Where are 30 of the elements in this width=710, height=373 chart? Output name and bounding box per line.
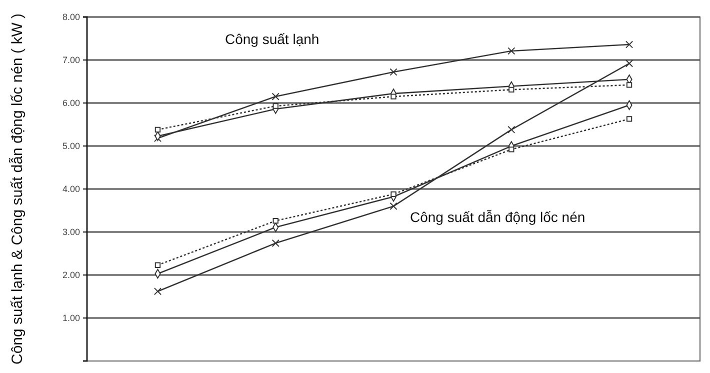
- y-tick-label: 6.00: [62, 98, 80, 108]
- point: [272, 239, 280, 247]
- point: [154, 126, 161, 133]
- point: [508, 86, 514, 93]
- point: [625, 60, 634, 68]
- annotation: Công suất lạnh: [225, 31, 320, 47]
- point: [626, 82, 632, 88]
- point: [154, 288, 162, 296]
- annotation: Công suất dẫn động lốc nén: [410, 209, 586, 225]
- y-axis-title: Công suất lạnh & Công suất dẫn động lốc nén ( kW ): [9, 13, 26, 365]
- y-tick-label: 4.00: [62, 184, 80, 194]
- y-tick-label: 3.00: [62, 226, 80, 237]
- point: [390, 68, 398, 76]
- y-tick-label: 1.00: [62, 312, 80, 323]
- point: [272, 218, 278, 224]
- point: [626, 116, 632, 122]
- point: [390, 202, 398, 210]
- point: [272, 92, 280, 100]
- point: [154, 262, 161, 268]
- point: [625, 40, 634, 48]
- point: [508, 47, 516, 55]
- y-tick-label: 5.00: [62, 140, 80, 151]
- point: [272, 103, 278, 109]
- y-tick-label: 7.00: [62, 54, 80, 65]
- point: [508, 126, 516, 134]
- point: [390, 94, 396, 100]
- point: [390, 191, 396, 198]
- y-tick-label: 8.00: [62, 12, 80, 22]
- point: [508, 146, 514, 152]
- y-tick-label: 2.00: [62, 270, 80, 280]
